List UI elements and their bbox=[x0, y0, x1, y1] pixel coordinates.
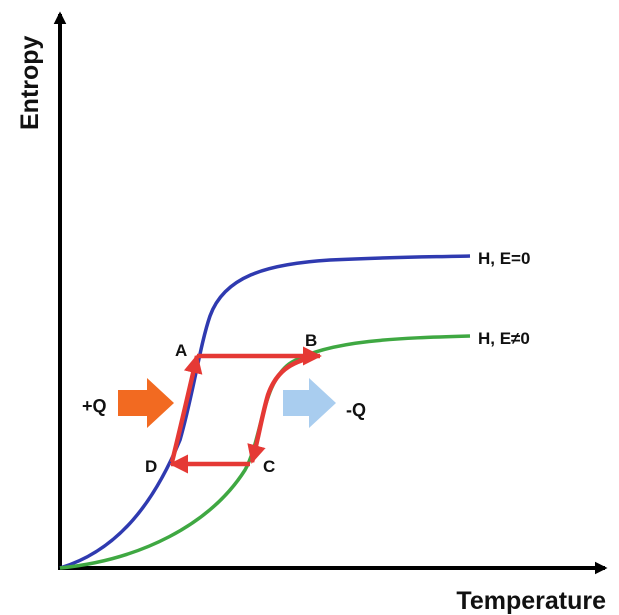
curve-e-zero bbox=[59, 254, 471, 570]
thermodynamic-cycle bbox=[169, 346, 322, 474]
heat-out-arrow-icon bbox=[283, 378, 336, 428]
x-axis-label: Temperature bbox=[456, 587, 606, 615]
cycle-segment-d-a bbox=[169, 354, 203, 463]
heat-in-arrow-icon bbox=[118, 378, 174, 428]
heat-out-label: -Q bbox=[346, 400, 366, 420]
cycle-segment-b-c bbox=[247, 354, 315, 464]
point-b-label: B bbox=[305, 331, 317, 350]
y-axis-label: Entropy bbox=[16, 35, 44, 130]
curve-e-nonzero-label: H, E≠0 bbox=[478, 329, 530, 348]
curve-e-zero-label: H, E=0 bbox=[478, 249, 530, 268]
heat-in-label: +Q bbox=[82, 396, 107, 416]
point-a-label: A bbox=[175, 341, 187, 360]
point-c-label: C bbox=[263, 457, 275, 476]
point-d-label: D bbox=[145, 457, 157, 476]
